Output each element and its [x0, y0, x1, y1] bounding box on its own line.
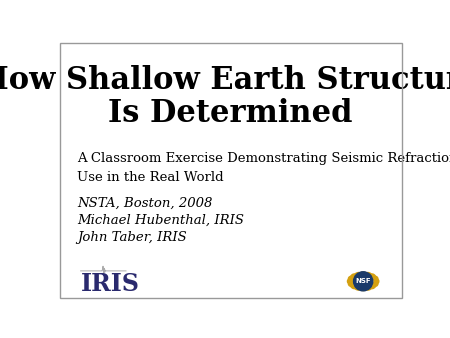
Ellipse shape — [365, 272, 371, 276]
Text: How Shallow Earth Structure: How Shallow Earth Structure — [0, 65, 450, 96]
Text: A Classroom Exercise Demonstrating Seismic Refraction: A Classroom Exercise Demonstrating Seism… — [77, 152, 450, 166]
Ellipse shape — [373, 282, 378, 286]
Ellipse shape — [351, 285, 356, 289]
Text: Is Determined: Is Determined — [108, 98, 353, 129]
Text: Michael Hubenthal, IRIS: Michael Hubenthal, IRIS — [77, 214, 244, 227]
Text: NSF: NSF — [356, 278, 371, 284]
Ellipse shape — [374, 279, 379, 284]
Text: IRIS: IRIS — [81, 272, 140, 296]
Ellipse shape — [355, 286, 361, 290]
Ellipse shape — [351, 274, 356, 278]
Ellipse shape — [360, 272, 366, 276]
Text: Use in the Real World: Use in the Real World — [77, 171, 224, 184]
Text: John Taber, IRIS: John Taber, IRIS — [77, 231, 187, 244]
Ellipse shape — [360, 287, 366, 291]
Ellipse shape — [354, 272, 373, 291]
Text: NSTA, Boston, 2008: NSTA, Boston, 2008 — [77, 197, 212, 210]
Ellipse shape — [373, 276, 378, 281]
Ellipse shape — [370, 285, 375, 289]
Ellipse shape — [347, 279, 352, 284]
Ellipse shape — [370, 274, 375, 278]
Ellipse shape — [348, 276, 353, 281]
Ellipse shape — [355, 272, 361, 276]
Ellipse shape — [348, 282, 353, 286]
Ellipse shape — [365, 286, 371, 290]
